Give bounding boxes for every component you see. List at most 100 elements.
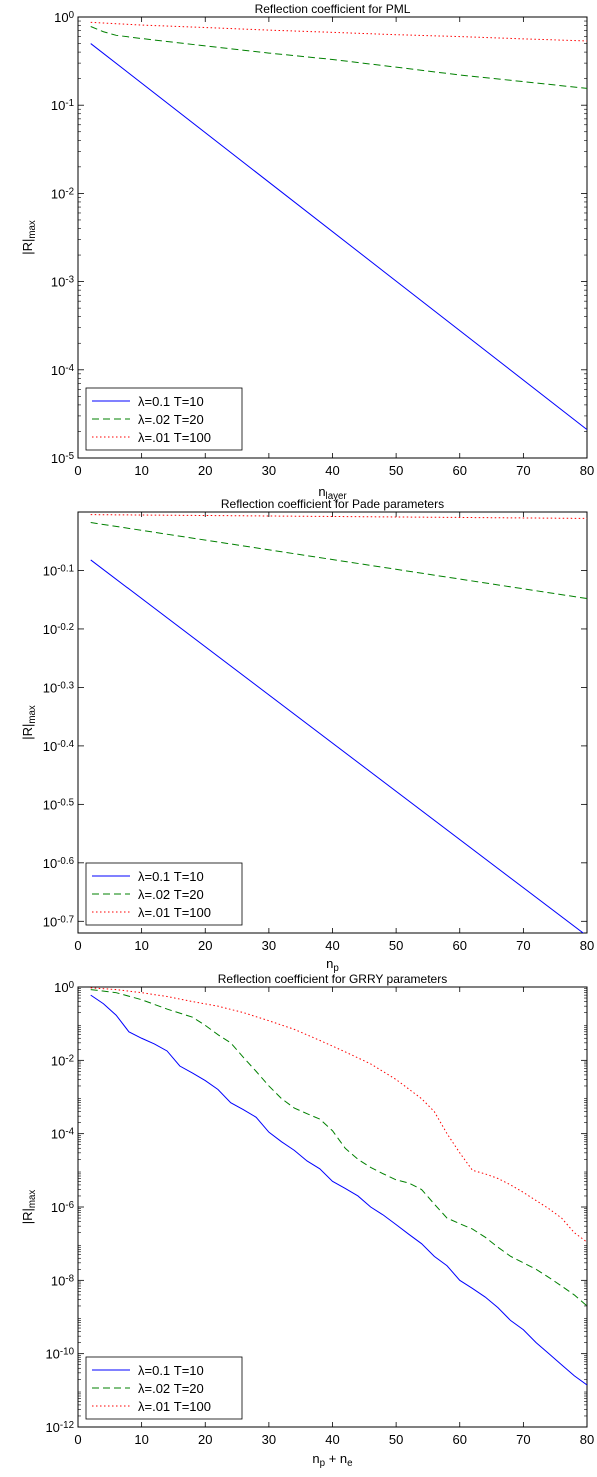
x-tick-label: 70 <box>516 1432 530 1447</box>
y-tick-label: 10-1 <box>51 98 74 114</box>
y-axis-label: |R|max <box>20 1190 38 1225</box>
legend: λ=0.1 T=10 λ=.02 T=20 λ=.01 T=100 <box>85 387 243 451</box>
y-tick-label-part-1: -10 <box>60 1346 75 1357</box>
series-line-2 <box>90 989 587 1307</box>
x-tick-label-part-0: 70 <box>516 463 530 478</box>
legend-label-2-part-0: λ=.02 T=20 <box>138 887 204 902</box>
x-tick-label: 80 <box>580 463 594 478</box>
y-axis-label-part-1: max <box>27 705 38 724</box>
y-tick-label-part-0: 10 <box>51 1200 65 1215</box>
x-tick-label: 40 <box>325 938 339 953</box>
y-tick-label-part-0: 10 <box>45 1420 59 1435</box>
legend-label-3-part-0: λ=.01 T=100 <box>138 430 211 445</box>
series-line-1 <box>90 559 584 933</box>
chart-title-part-0: Reflection coefficient for GRRY paramete… <box>218 972 447 986</box>
x-axis-label-part-0: n <box>312 1451 319 1466</box>
x-tick-label: 40 <box>325 1432 339 1447</box>
x-tick-label-part-0: 30 <box>262 463 276 478</box>
y-tick-label-part-0: 10 <box>54 980 68 995</box>
x-tick-label-part-0: 60 <box>453 938 467 953</box>
y-tick-label-part-1: -4 <box>65 1126 74 1137</box>
x-tick-label-part-0: 0 <box>74 463 81 478</box>
y-tick-label-part-0: 10 <box>51 363 65 378</box>
x-tick-label-part-0: 40 <box>325 1432 339 1447</box>
y-tick-label: 10-12 <box>45 1420 74 1436</box>
x-tick-label: 60 <box>453 938 467 953</box>
y-tick-label-part-0: 10 <box>43 739 57 754</box>
x-axis-label-part-3: e <box>347 1458 352 1469</box>
y-tick-label-part-0: 10 <box>51 1273 65 1288</box>
y-tick-label: 10-0.7 <box>43 914 74 930</box>
legend-label-1: λ=0.1 T=10 <box>138 869 204 884</box>
x-tick-label: 50 <box>389 463 403 478</box>
y-tick-label: 100 <box>54 980 74 996</box>
x-tick-label: 70 <box>516 938 530 953</box>
y-tick-label: 10-3 <box>51 274 74 290</box>
y-tick-label-part-1: -0.3 <box>57 680 74 691</box>
y-tick-label-part-1: -0.6 <box>57 855 74 866</box>
x-tick-label-part-0: 50 <box>389 463 403 478</box>
y-axis-label-part-1: max <box>27 1190 38 1209</box>
chart-title-part-0: Reflection coefficient for Pade paramete… <box>221 497 444 511</box>
x-tick-label: 60 <box>453 1432 467 1447</box>
legend-label-3-part-0: λ=.01 T=100 <box>138 905 211 920</box>
chart-3: 0 10 20 30 40 50 60 70 8010-1210-1010-810-610-41… <box>20 972 594 1469</box>
x-tick-label-part-0: 0 <box>74 938 81 953</box>
y-tick-label-part-1: -8 <box>65 1273 74 1284</box>
x-tick-label: 0 <box>74 1432 81 1447</box>
x-axis-label-part-1: p <box>333 963 339 974</box>
y-tick-label-part-1: -2 <box>65 186 74 197</box>
x-tick-label: 10 <box>134 1432 148 1447</box>
y-tick-label-part-1: -5 <box>65 451 74 462</box>
x-tick-label-part-0: 10 <box>134 463 148 478</box>
x-tick-label: 0 <box>74 938 81 953</box>
y-tick-label-part-0: 10 <box>43 563 57 578</box>
y-tick-label-part-1: -0.5 <box>57 797 74 808</box>
chart-title: Reflection coefficient for PML <box>255 2 411 16</box>
y-tick-label: 10-8 <box>51 1273 74 1289</box>
y-tick-label: 10-2 <box>51 186 74 202</box>
y-axis-label-part-1: max <box>27 220 38 239</box>
chart-1: 0 10 20 30 40 50 60 70 8010-510-410-310-210-1100… <box>20 2 594 502</box>
x-axis-label: np + ne <box>312 1451 352 1469</box>
y-tick-label-part-1: -0.1 <box>57 563 74 574</box>
chart-2: 0 10 20 30 40 50 60 70 8010-0.110-0.210-0.310-0.… <box>20 497 594 974</box>
y-tick-label-part-0: 10 <box>51 186 65 201</box>
legend-label-3: λ=.01 T=100 <box>138 1399 211 1414</box>
y-tick-label: 100 <box>54 10 74 26</box>
y-tick-label: 10-10 <box>45 1346 74 1362</box>
x-axis-label: np <box>326 956 339 974</box>
x-tick-label: 20 <box>198 1432 212 1447</box>
x-tick-label-part-0: 30 <box>262 938 276 953</box>
y-tick-label-part-0: 10 <box>51 451 65 466</box>
x-axis-label-part-0: n <box>326 956 333 971</box>
series-line-3 <box>90 514 587 519</box>
legend-label-3: λ=.01 T=100 <box>138 905 211 920</box>
y-axis-label-part-0: |R| <box>20 239 35 255</box>
y-tick-label-part-1: -6 <box>65 1200 74 1211</box>
y-tick-label: 10-0.5 <box>43 797 75 813</box>
legend-box <box>85 862 243 926</box>
x-tick-label: 80 <box>580 938 594 953</box>
x-tick-label: 10 <box>134 938 148 953</box>
series-line-2 <box>90 26 587 89</box>
y-tick-label-part-1: -0.4 <box>57 738 74 749</box>
x-axis-label-part-1: p <box>320 1458 326 1469</box>
y-tick-label-part-1: 0 <box>69 980 75 991</box>
x-tick-label-part-0: 30 <box>262 1432 276 1447</box>
x-tick-label-part-0: 50 <box>389 1432 403 1447</box>
y-axis-label: |R|max <box>20 220 38 255</box>
x-tick-label: 0 <box>74 463 81 478</box>
legend-label-1-part-0: λ=0.1 T=10 <box>138 1363 204 1378</box>
y-tick-label-part-1: -1 <box>65 98 74 109</box>
x-tick-label-part-0: 10 <box>134 938 148 953</box>
x-tick-label: 60 <box>453 463 467 478</box>
x-tick-label: 80 <box>580 1432 594 1447</box>
x-axis-label-part-2: + n <box>325 1451 347 1466</box>
series-line-3 <box>90 987 587 1243</box>
x-tick-label: 20 <box>198 463 212 478</box>
legend-label-1-part-0: λ=0.1 T=10 <box>138 394 204 409</box>
y-tick-label-part-1: 0 <box>69 10 75 21</box>
x-tick-label-part-0: 80 <box>580 1432 594 1447</box>
